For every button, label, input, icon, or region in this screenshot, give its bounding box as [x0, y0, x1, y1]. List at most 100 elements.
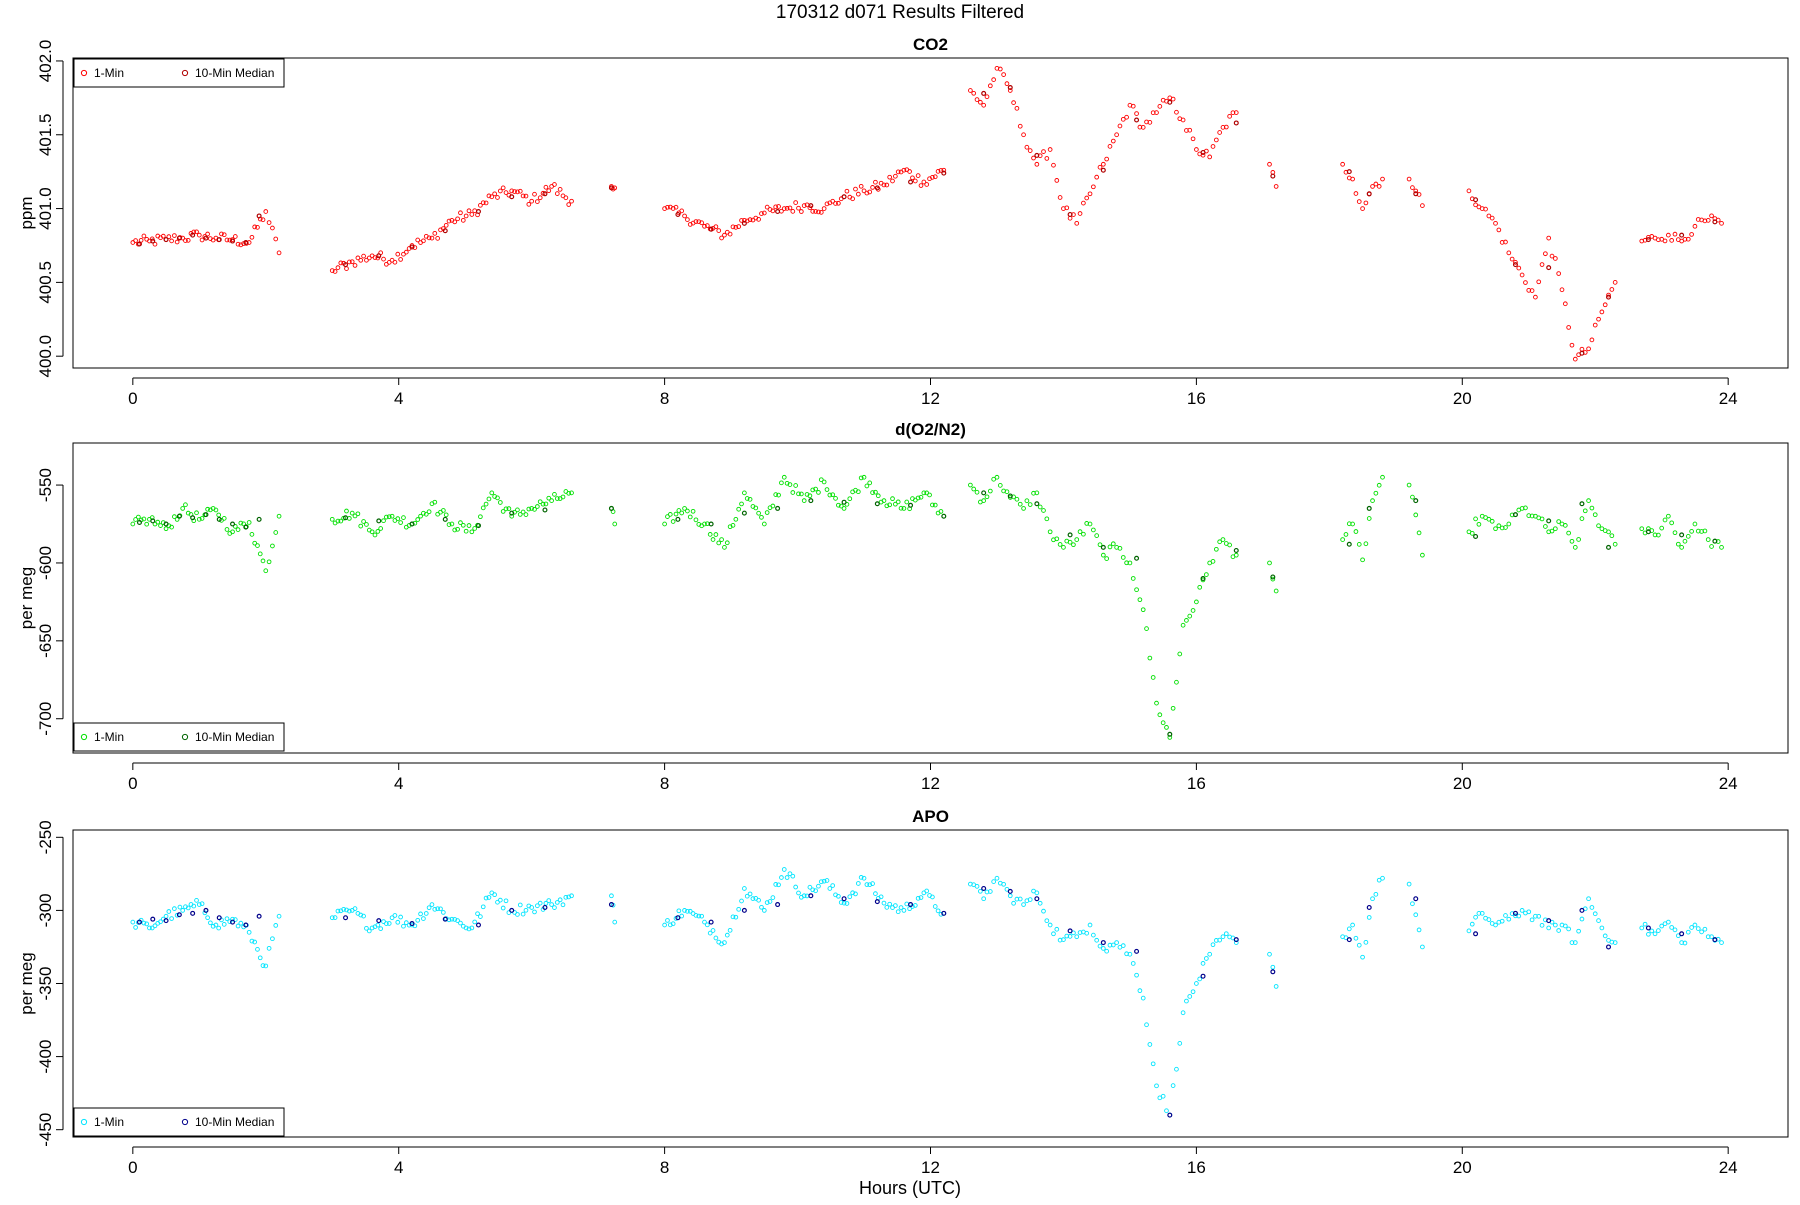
- data-point: [710, 537, 716, 542]
- data-point: [1380, 875, 1385, 881]
- data-point: [742, 886, 747, 891]
- data-point: [1413, 498, 1419, 504]
- data-point: [670, 921, 676, 927]
- data-point: [941, 513, 947, 519]
- data-point: [687, 514, 693, 520]
- data-point: [230, 529, 235, 535]
- data-point: [489, 490, 495, 496]
- data-point: [685, 908, 690, 914]
- data-point: [1413, 912, 1419, 918]
- data-point: [230, 521, 236, 527]
- data-point: [796, 205, 801, 211]
- data-point: [739, 898, 744, 904]
- data-point: [1021, 132, 1026, 138]
- data-point: [230, 916, 235, 922]
- data-point: [163, 237, 169, 243]
- legend-label: 10-Min Median: [195, 66, 274, 80]
- data-point: [719, 537, 724, 542]
- data-point: [150, 518, 156, 524]
- data-point: [1549, 253, 1555, 259]
- data-point: [1649, 928, 1655, 934]
- data-point: [185, 905, 191, 911]
- data-point: [1549, 528, 1555, 534]
- data-point: [1091, 184, 1096, 190]
- data-point: [403, 249, 409, 255]
- data-point: [1007, 893, 1013, 899]
- data-point: [665, 204, 670, 210]
- data-point: [1599, 925, 1605, 931]
- data-point: [874, 501, 880, 507]
- data-point: [147, 925, 152, 931]
- data-point: [790, 490, 796, 495]
- data-point: [185, 238, 191, 243]
- data-point: [1572, 545, 1578, 550]
- data-point: [276, 513, 282, 519]
- data-point: [744, 893, 750, 899]
- panel-title: CO2: [913, 35, 948, 54]
- data-point: [506, 506, 512, 511]
- data-point: [873, 489, 878, 495]
- data-point: [994, 875, 1000, 881]
- data-point: [352, 906, 358, 911]
- data-point: [1340, 537, 1345, 542]
- data-point: [429, 235, 435, 241]
- data-point: [475, 911, 480, 917]
- data-point: [981, 90, 987, 96]
- data-point: [1140, 995, 1146, 1001]
- data-point: [1200, 576, 1206, 582]
- data-point: [500, 509, 506, 514]
- data-point: [870, 185, 875, 190]
- y-tick-label: -300: [36, 893, 55, 927]
- data-point: [149, 925, 155, 931]
- data-point: [1140, 607, 1146, 613]
- data-point: [1516, 913, 1522, 919]
- data-point: [1100, 544, 1106, 550]
- data-point: [1213, 137, 1219, 143]
- data-point: [682, 908, 687, 913]
- data-point: [1087, 191, 1093, 197]
- data-point: [893, 501, 898, 507]
- data-point: [546, 188, 552, 194]
- panel-title: d(O2/N2): [895, 420, 966, 439]
- data-point: [270, 936, 275, 942]
- data-point: [918, 183, 924, 188]
- data-point: [924, 182, 930, 187]
- data-point: [770, 895, 776, 900]
- data-point: [257, 551, 263, 557]
- data-point: [704, 223, 710, 228]
- data-point: [1273, 588, 1279, 594]
- data-point: [232, 917, 238, 922]
- data-point: [172, 906, 177, 912]
- data-point: [375, 529, 381, 534]
- data-point: [1556, 519, 1562, 524]
- data-point: [1154, 700, 1159, 706]
- data-point: [941, 167, 947, 173]
- data-point: [612, 521, 618, 527]
- data-point: [203, 235, 209, 241]
- data-point: [1041, 908, 1046, 914]
- data-point: [675, 915, 681, 921]
- data-point: [742, 490, 747, 496]
- data-point: [759, 211, 764, 216]
- data-point: [821, 878, 827, 884]
- data-point: [1346, 521, 1352, 527]
- data-point: [1473, 533, 1479, 539]
- data-point: [243, 524, 249, 530]
- data-point: [1064, 933, 1070, 939]
- data-point: [1486, 917, 1492, 922]
- data-point: [529, 198, 535, 204]
- data-point: [180, 506, 186, 511]
- data-point: [1350, 521, 1355, 527]
- data-point: [1130, 576, 1136, 581]
- y-tick-label: -600: [36, 546, 55, 580]
- data-point: [552, 182, 557, 187]
- data-point: [1685, 236, 1691, 242]
- data-point: [1596, 523, 1601, 529]
- data-point: [1200, 961, 1206, 966]
- y-tick-label: -250: [36, 820, 55, 854]
- data-point: [707, 930, 713, 936]
- data-point: [844, 188, 850, 194]
- data-point: [1380, 474, 1385, 480]
- data-point: [799, 209, 804, 214]
